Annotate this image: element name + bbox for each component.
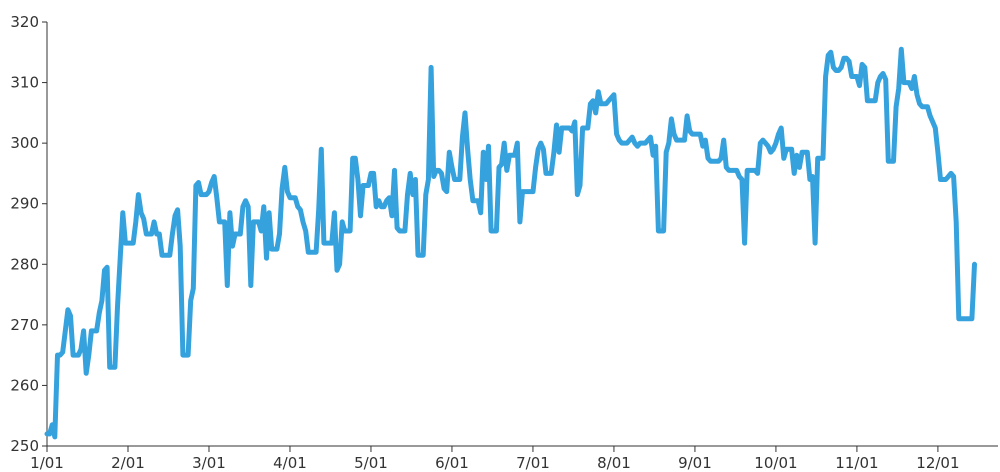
y-tick-label: 250 [10,437,39,455]
x-tick-label: 8/01 [597,454,631,472]
x-tick-label: 11/01 [835,454,878,472]
y-tick-label: 320 [10,13,39,31]
x-tick-label: 9/01 [678,454,712,472]
x-tick-label: 1/01 [30,454,64,472]
series-layer [44,46,977,440]
x-tick-label: 6/01 [435,454,469,472]
x-tick-label: 3/01 [192,454,226,472]
x-axis: 1/01 2/01 3/01 4/01 5/01 6/01 7/01 8/01 9/01 10/0… [30,445,998,472]
x-tick-label: 5/01 [354,454,388,472]
y-tick-label: 270 [10,316,39,334]
x-tick-label: 7/01 [516,454,550,472]
y-tick-label: 310 [10,74,39,92]
y-tick-label: 300 [10,134,39,152]
x-tick-label: 12/01 [916,454,959,472]
x-tick-label: 10/01 [754,454,797,472]
x-tick-label: 4/01 [273,454,307,472]
y-tick-label: 260 [10,376,39,394]
x-tick-label: 2/01 [111,454,145,472]
series-line-0 [44,46,977,440]
y-tick-label: 290 [10,195,39,213]
y-tick-label: 280 [10,255,39,273]
y-axis: 250 260 270 280 290 300 310 320 [10,13,48,455]
